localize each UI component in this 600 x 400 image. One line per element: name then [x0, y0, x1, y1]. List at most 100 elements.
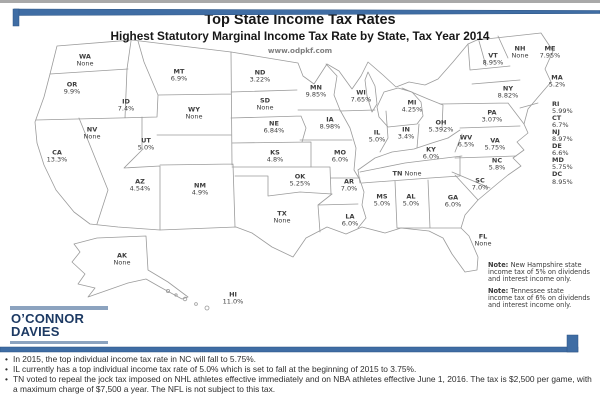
state-label-mn: MN 9.85% [306, 83, 327, 100]
state-label-sc: SC 7.0% [472, 177, 489, 193]
state-abbr: NC [491, 156, 503, 165]
hawaii-island [165, 288, 170, 293]
state-abbr: OK [294, 172, 306, 181]
hawaii-island [174, 293, 178, 297]
state-value: 8.97% [552, 135, 573, 144]
top-gray-strip [0, 0, 600, 3]
state-abbr: MT [173, 67, 185, 76]
east-state-dc: DC 8.95% [552, 171, 573, 185]
state-abbr: ND [254, 68, 266, 77]
state-abbr: NE [269, 119, 279, 128]
state-abbr: OH [435, 118, 447, 127]
note-label: Note: [488, 261, 511, 269]
east-state-nj: NJ 8.97% [552, 129, 573, 143]
state-label-az: AZ 4.54% [130, 178, 151, 194]
state-abbr: MS [376, 192, 388, 201]
state-label-la: LA 6.0% [341, 212, 359, 229]
state-abbr: VT [488, 51, 498, 60]
notes-panel: Note: New Hampshire state income tax of … [488, 261, 590, 313]
state-value: 6.84% [263, 127, 285, 135]
state-value: 5.99% [552, 107, 573, 116]
state-abbr: LA [345, 212, 355, 221]
state-value: None [474, 240, 492, 248]
state-value: 7.4% [117, 105, 135, 113]
state-value: 3.4% [397, 133, 415, 141]
state-value: 5.392% [428, 126, 454, 134]
state-value: 3.22% [249, 76, 271, 84]
state-label-mt: MT 6.9% [171, 67, 188, 84]
logo: O’CONNOR DAVIES [10, 306, 108, 344]
state-abbr: WY [188, 105, 200, 114]
state-label-sd: SD None [257, 96, 274, 113]
state-label-me: ME 7.95% [539, 45, 561, 61]
note: Note: New Hampshire state income tax of … [488, 261, 590, 284]
state-label-ks: KS 4.8% [266, 148, 284, 165]
state-value: 8.95% [482, 59, 504, 67]
alaska-outline [71, 235, 189, 300]
state-abbr: TX [277, 209, 287, 218]
state-value: 5.0% [373, 200, 391, 208]
state-label-ak: AK None [114, 252, 131, 268]
southeast-borders [317, 102, 539, 233]
state-label-wy: WY None [186, 105, 203, 122]
state-abbr: MN [310, 83, 322, 92]
state-label-oh: OH 5.392% [428, 118, 454, 135]
state-label-hi: HI 11.0% [223, 291, 244, 307]
page-title: Top State Income Tax Rates [204, 12, 396, 28]
state-label-wi: WI 7.65% [350, 89, 372, 105]
footnote-item: • In 2015, the top individual income tax … [5, 354, 257, 364]
state-value: 8.82% [497, 92, 519, 100]
state-label-ia: IA 8.98% [319, 115, 341, 132]
footnote-item: • TN voted to repeal the jock tax imposed… [5, 373, 592, 394]
bullet-icon: • [5, 373, 8, 384]
state-value: 4.9% [191, 189, 209, 197]
state-abbr: NM [194, 181, 206, 190]
footnote-item: • IL currently has a top individual incom… [5, 363, 417, 374]
logo-bar-top [10, 306, 108, 310]
state-value: None [76, 60, 94, 68]
state-abbr: SD [259, 96, 271, 105]
state-abbr: WA [79, 52, 91, 61]
state-label-ok: OK 5.25% [289, 172, 311, 189]
state-value: 4.8% [266, 156, 284, 164]
page-subtitle: Highest Statutory Marginal Income Tax Ra… [110, 29, 490, 43]
state-value: 7.65% [350, 96, 372, 104]
state-abbr: NY [502, 84, 514, 93]
state-value: None [273, 217, 291, 225]
state-abbr: ID [122, 97, 130, 106]
state-abbr: MO [333, 148, 346, 157]
state-value: 6.0% [341, 220, 359, 228]
state-abbr: MD [552, 156, 564, 165]
state-value: 7.95% [539, 52, 561, 60]
east-state-md: MD 5.75% [552, 157, 573, 171]
state-value: 8.98% [319, 123, 341, 131]
state-value: 6.7% [552, 121, 569, 130]
state-abbr: RI [552, 100, 560, 108]
state-abbr: IA [326, 115, 334, 124]
lake-michigan [364, 71, 378, 113]
michigan-mitten [376, 87, 424, 128]
logo-line2: DAVIES [11, 324, 60, 339]
state-abbr: CT [552, 114, 562, 123]
state-label-nd: ND 3.22% [249, 68, 271, 85]
state-label-mo: MO 6.0% [332, 148, 349, 165]
website-text: www.odpkf.com [267, 46, 333, 55]
state-abbr: KS [270, 148, 280, 157]
state-label-ne: NE 6.84% [263, 119, 285, 136]
state-abbr: NH [514, 44, 526, 53]
state-label-ca: CA 13.3% [47, 149, 68, 165]
hawaii-island [194, 302, 198, 306]
state-value: 5.0% [137, 144, 155, 152]
state-label-wa: WA None [76, 52, 94, 69]
state-value: None [83, 133, 101, 141]
state-label-nc: NC 5.8% [489, 156, 506, 173]
state-abbr: MA [551, 73, 563, 82]
state-abbr: GA [447, 193, 459, 202]
state-abbr: MI [407, 98, 417, 107]
state-value: 5.25% [289, 180, 311, 188]
state-label-ma: MA 5.2% [549, 73, 566, 90]
state-abbr: FL [478, 232, 488, 241]
